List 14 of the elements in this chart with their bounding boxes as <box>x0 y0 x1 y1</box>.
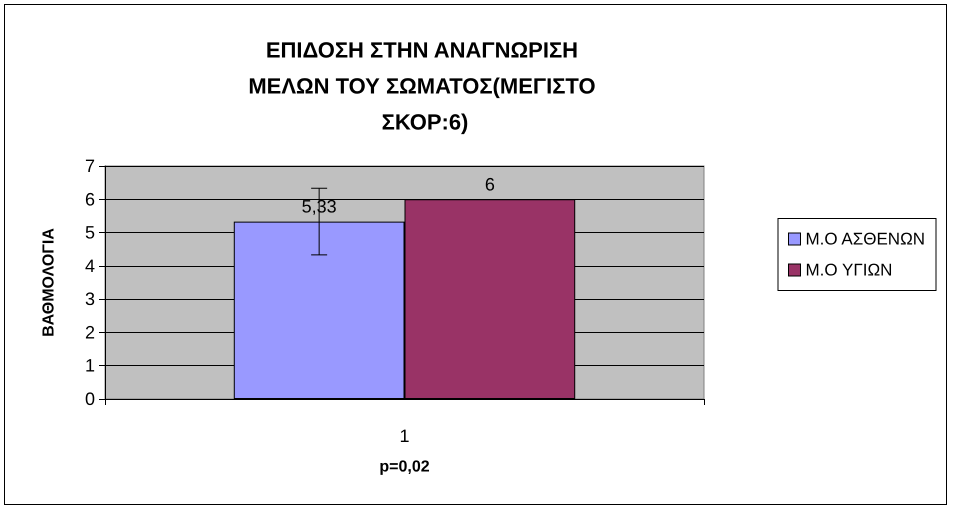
data-label: 6 <box>484 174 495 194</box>
y-tick-label: 2 <box>84 322 95 342</box>
y-axis-title: ΒΑΘΜΟΛΟΓΙΑ <box>40 228 58 337</box>
chart-title: ΕΠΙΔΟΣΗ ΣΤΗΝ ΑΝΑΓΝΩΡΙΣΗ ΜΕΛΩΝ ΤΟΥ ΣΩΜΑΤΟΣ(ΜΕΓΙΣΤΟ ΣΚΟΡ:6) <box>248 38 602 134</box>
y-tick-label: 1 <box>84 356 95 376</box>
y-tick-label: 5 <box>84 222 95 243</box>
legend-label: Μ.Ο ΥΓΙΩΝ <box>806 260 892 280</box>
x-axis-title: p=0,02 <box>379 458 430 476</box>
y-tick-label: 4 <box>84 256 95 276</box>
y-tick-label: 6 <box>84 189 95 210</box>
y-tick-label: 7 <box>84 156 95 176</box>
y-tick-label: 0 <box>84 389 95 409</box>
y-tick-label: 3 <box>84 289 95 310</box>
legend-label: Μ.Ο ΑΣΘΕΝΩΝ <box>806 230 926 248</box>
